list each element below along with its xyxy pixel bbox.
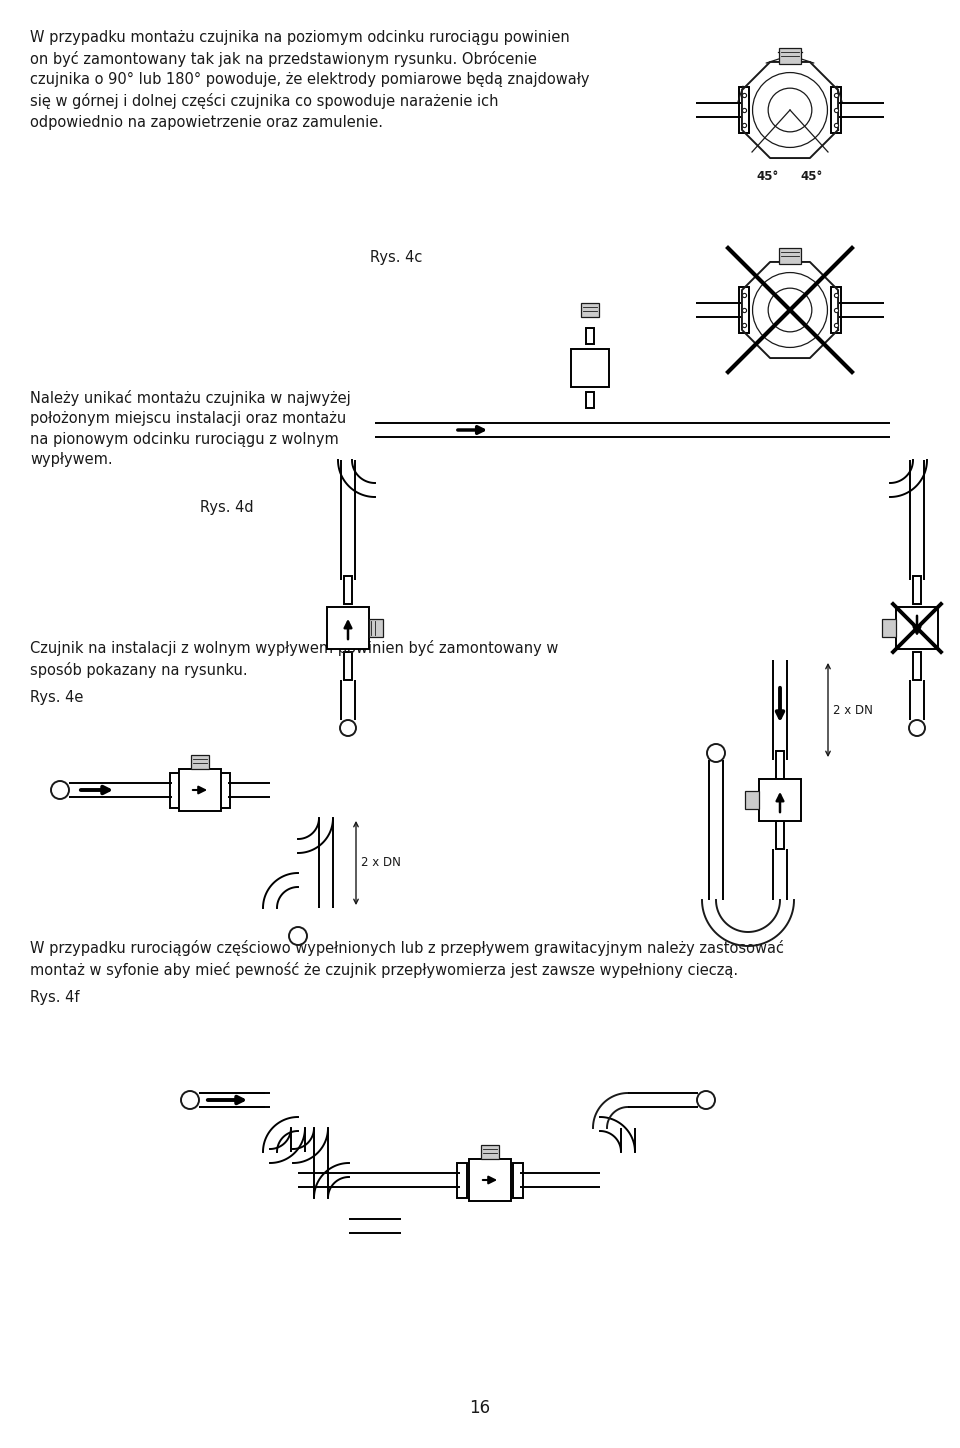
- Bar: [896, 607, 938, 649]
- Bar: [220, 772, 230, 808]
- Text: 2 x DN: 2 x DN: [361, 857, 401, 869]
- Bar: [170, 772, 180, 808]
- Bar: [581, 303, 599, 317]
- Bar: [779, 48, 801, 64]
- Text: Rys. 4f: Rys. 4f: [30, 990, 80, 1005]
- Text: W przypadku montażu czujnika na poziomym odcinku rurociągu powinien
on być zamon: W przypadku montażu czujnika na poziomym…: [30, 30, 589, 129]
- Bar: [586, 329, 594, 345]
- Bar: [739, 287, 749, 333]
- Bar: [882, 618, 896, 637]
- Bar: [776, 752, 784, 779]
- Bar: [759, 779, 801, 821]
- Text: 2 x DN: 2 x DN: [833, 704, 873, 717]
- Bar: [191, 754, 209, 769]
- Bar: [179, 769, 221, 811]
- Text: Rys. 4d: Rys. 4d: [200, 500, 253, 515]
- Bar: [369, 618, 383, 637]
- Bar: [830, 87, 841, 133]
- Bar: [481, 1145, 499, 1158]
- Text: Rys. 4e: Rys. 4e: [30, 691, 84, 705]
- Bar: [739, 87, 749, 133]
- Bar: [571, 349, 609, 387]
- Text: Należy unikać montażu czujnika w najwyżej
położonym miejscu instalacji oraz mont: Należy unikać montażu czujnika w najwyże…: [30, 390, 350, 468]
- Bar: [830, 287, 841, 333]
- Text: Rys. 4c: Rys. 4c: [370, 251, 422, 265]
- Text: Czujnik na instalacji z wolnym wypływem powinien być zamontowany w
sposób pokaza: Czujnik na instalacji z wolnym wypływem …: [30, 640, 559, 678]
- Bar: [469, 1158, 511, 1200]
- Bar: [344, 576, 352, 604]
- Bar: [513, 1163, 523, 1197]
- Bar: [457, 1163, 467, 1197]
- Text: 45°: 45°: [756, 169, 780, 182]
- Bar: [776, 821, 784, 849]
- Text: W przypadku rurociągów częściowo wypełnionych lub z przepływem grawitacyjnym nal: W przypadku rurociągów częściowo wypełni…: [30, 940, 784, 977]
- Bar: [745, 791, 759, 809]
- Text: 16: 16: [469, 1399, 491, 1418]
- Bar: [779, 248, 801, 264]
- Bar: [586, 392, 594, 408]
- Bar: [327, 607, 369, 649]
- Text: 45°: 45°: [801, 169, 823, 182]
- Bar: [344, 652, 352, 681]
- Bar: [913, 652, 921, 681]
- Bar: [913, 576, 921, 604]
